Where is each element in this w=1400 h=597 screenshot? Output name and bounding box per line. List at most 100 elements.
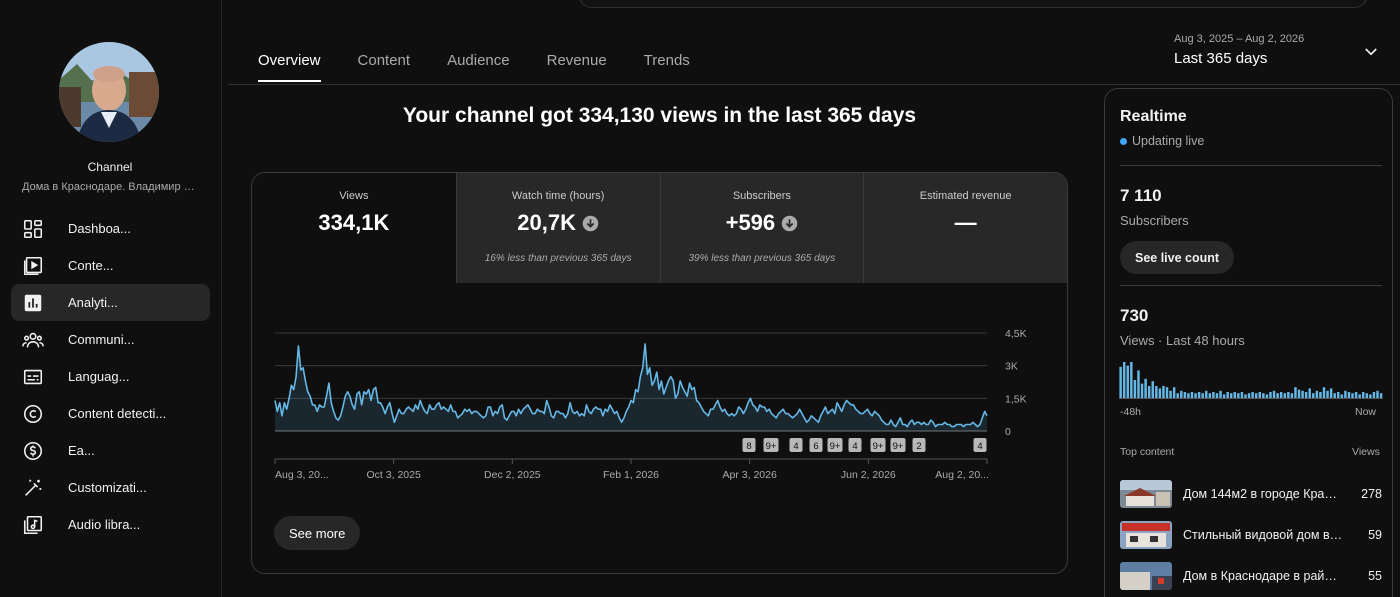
see-more-button[interactable]: See more bbox=[274, 516, 361, 550]
realtime-bar[interactable] bbox=[1258, 392, 1262, 398]
realtime-bar[interactable] bbox=[1319, 392, 1322, 398]
tab-audience[interactable]: Audience bbox=[447, 52, 510, 69]
metric-watch-time[interactable]: Watch time (hours) 20,7K 16% less than p… bbox=[455, 173, 660, 283]
realtime-bar[interactable] bbox=[1262, 393, 1265, 398]
realtime-bar[interactable] bbox=[1158, 388, 1162, 398]
realtime-bar[interactable] bbox=[1165, 387, 1169, 398]
metric-subscribers[interactable]: Subscribers +596 39% less than previous … bbox=[659, 173, 864, 283]
realtime-bar[interactable] bbox=[1247, 393, 1251, 398]
sidebar-item-dashboard[interactable]: Dashboa... bbox=[11, 210, 210, 247]
realtime-bar[interactable] bbox=[1251, 392, 1254, 398]
realtime-bar[interactable] bbox=[1379, 393, 1383, 398]
realtime-bar[interactable] bbox=[1308, 388, 1311, 398]
realtime-bar[interactable] bbox=[1322, 387, 1326, 398]
realtime-bar[interactable] bbox=[1130, 362, 1133, 398]
video-publish-marker[interactable]: 9+ bbox=[890, 438, 906, 452]
top-content-row[interactable]: Дом в Краснодаре в районе 55 bbox=[1120, 561, 1382, 591]
see-live-count-button[interactable]: See live count bbox=[1120, 241, 1235, 274]
realtime-bar[interactable] bbox=[1190, 392, 1194, 398]
realtime-bar[interactable] bbox=[1283, 393, 1286, 398]
tab-revenue[interactable]: Revenue bbox=[546, 52, 607, 69]
realtime-bar[interactable] bbox=[1312, 393, 1315, 398]
realtime-bar[interactable] bbox=[1176, 393, 1179, 398]
realtime-bar[interactable] bbox=[1137, 370, 1140, 398]
realtime-bar[interactable] bbox=[1169, 390, 1172, 398]
video-publish-marker[interactable]: 2 bbox=[912, 438, 926, 452]
realtime-bar[interactable] bbox=[1194, 393, 1197, 398]
realtime-bar[interactable] bbox=[1287, 392, 1290, 398]
chevron-down-icon[interactable] bbox=[1362, 43, 1380, 61]
realtime-bar[interactable] bbox=[1372, 392, 1376, 398]
video-publish-marker[interactable]: 9+ bbox=[870, 438, 886, 452]
realtime-bar[interactable] bbox=[1162, 386, 1165, 398]
sidebar-item-earn[interactable]: Ea... bbox=[11, 432, 210, 469]
realtime-bar[interactable] bbox=[1126, 365, 1130, 398]
realtime-bar[interactable] bbox=[1326, 390, 1329, 398]
realtime-bar[interactable] bbox=[1290, 393, 1294, 398]
realtime-bar[interactable] bbox=[1180, 390, 1183, 398]
realtime-bar[interactable] bbox=[1358, 394, 1361, 398]
video-publish-marker[interactable]: 6 bbox=[809, 438, 823, 452]
realtime-bar[interactable] bbox=[1351, 393, 1354, 398]
realtime-bar[interactable] bbox=[1361, 392, 1365, 398]
sidebar-item-audio-library[interactable]: Audio libra... bbox=[11, 506, 210, 543]
realtime-bar[interactable] bbox=[1294, 387, 1297, 398]
realtime-bar[interactable] bbox=[1183, 392, 1187, 398]
realtime-bar[interactable] bbox=[1144, 378, 1147, 398]
realtime-bar[interactable] bbox=[1208, 393, 1212, 398]
tab-trends[interactable]: Trends bbox=[643, 52, 690, 69]
realtime-bar[interactable] bbox=[1301, 390, 1304, 398]
realtime-bar[interactable] bbox=[1337, 392, 1340, 398]
video-publish-marker[interactable]: 9+ bbox=[827, 438, 843, 452]
realtime-bar[interactable] bbox=[1329, 388, 1333, 398]
channel-avatar[interactable] bbox=[59, 42, 159, 142]
realtime-bar[interactable] bbox=[1340, 394, 1344, 398]
realtime-bar[interactable] bbox=[1276, 393, 1279, 398]
video-publish-marker[interactable]: 8 bbox=[742, 438, 756, 452]
realtime-bar[interactable] bbox=[1304, 392, 1308, 398]
sidebar-item-customization[interactable]: Customizati... bbox=[11, 469, 210, 506]
realtime-bar[interactable] bbox=[1219, 390, 1222, 398]
realtime-bar[interactable] bbox=[1201, 393, 1204, 398]
realtime-bar[interactable] bbox=[1147, 386, 1151, 398]
realtime-bar[interactable] bbox=[1172, 387, 1176, 398]
realtime-bar[interactable] bbox=[1155, 386, 1158, 398]
realtime-bar[interactable] bbox=[1151, 381, 1154, 398]
realtime-bar[interactable] bbox=[1333, 393, 1336, 398]
realtime-bar[interactable] bbox=[1344, 390, 1347, 398]
realtime-bar[interactable] bbox=[1122, 362, 1126, 398]
video-publish-marker[interactable]: 4 bbox=[789, 438, 803, 452]
sidebar-item-analytics[interactable]: Analyti... bbox=[11, 284, 210, 321]
realtime-bar[interactable] bbox=[1233, 392, 1237, 398]
realtime-bar[interactable] bbox=[1297, 389, 1301, 398]
realtime-bar[interactable] bbox=[1315, 390, 1319, 398]
realtime-bar[interactable] bbox=[1226, 392, 1229, 398]
realtime-bar[interactable] bbox=[1369, 394, 1372, 398]
realtime-bar[interactable] bbox=[1376, 390, 1379, 398]
tab-overview[interactable]: Overview bbox=[258, 52, 321, 82]
realtime-bar[interactable] bbox=[1119, 366, 1122, 398]
realtime-bar[interactable] bbox=[1222, 394, 1226, 398]
realtime-bar[interactable] bbox=[1347, 392, 1351, 398]
realtime-bar[interactable] bbox=[1140, 383, 1144, 398]
realtime-bar[interactable] bbox=[1354, 392, 1358, 398]
realtime-bar[interactable] bbox=[1254, 393, 1258, 398]
video-publish-marker[interactable]: 9+ bbox=[763, 438, 779, 452]
search-bar-edge[interactable] bbox=[578, 0, 1368, 8]
realtime-bar[interactable] bbox=[1365, 393, 1369, 398]
realtime-bar[interactable] bbox=[1237, 393, 1240, 398]
realtime-bar[interactable] bbox=[1229, 393, 1233, 398]
realtime-bar[interactable] bbox=[1244, 394, 1247, 398]
realtime-bar[interactable] bbox=[1205, 390, 1208, 398]
top-content-row[interactable]: Дом 144м2 в городе Краснодаре 278 bbox=[1120, 479, 1382, 509]
sidebar-item-content[interactable]: Conte... bbox=[11, 247, 210, 284]
sidebar-item-languages[interactable]: Languag... bbox=[11, 358, 210, 395]
realtime-bar[interactable] bbox=[1197, 392, 1201, 398]
metric-estimated-revenue[interactable]: Estimated revenue — bbox=[863, 173, 1067, 283]
realtime-bar[interactable] bbox=[1269, 392, 1272, 398]
tab-content[interactable]: Content bbox=[357, 52, 411, 69]
video-publish-marker[interactable]: 4 bbox=[973, 438, 987, 452]
realtime-bar[interactable] bbox=[1133, 380, 1137, 398]
realtime-bar[interactable] bbox=[1215, 393, 1219, 398]
video-publish-marker[interactable]: 4 bbox=[848, 438, 862, 452]
